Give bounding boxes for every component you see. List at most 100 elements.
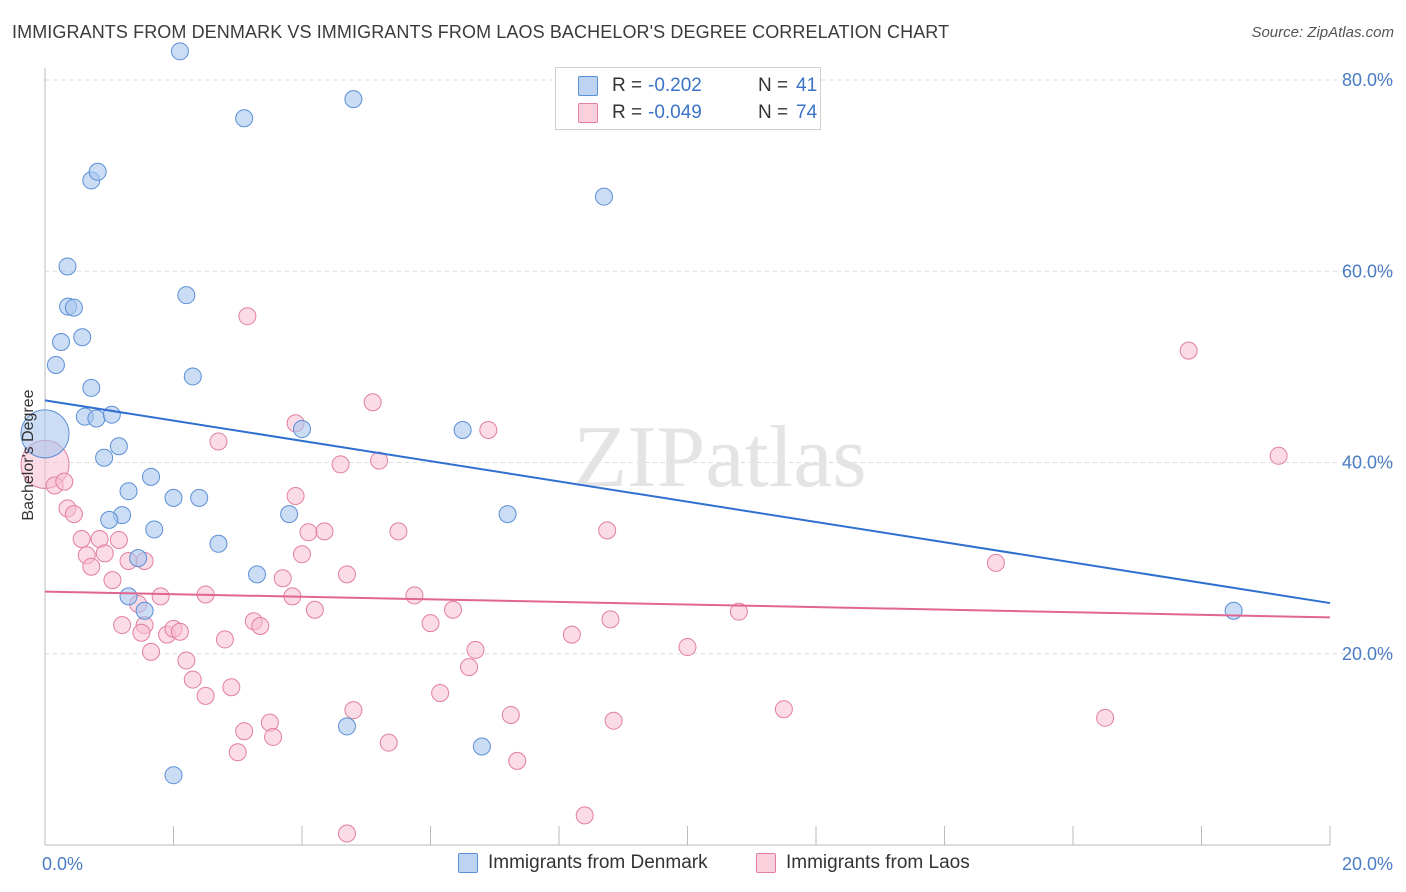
denmark-point — [293, 420, 311, 439]
laos-point — [421, 614, 440, 633]
denmark-swatch — [578, 76, 598, 96]
laos-point — [598, 521, 617, 540]
denmark-point — [52, 333, 71, 352]
laos-point — [183, 670, 202, 689]
denmark-point — [73, 328, 92, 347]
laos-point — [562, 625, 581, 644]
laos-point — [389, 522, 408, 541]
laos-trend-line — [44, 590, 1331, 619]
denmark-point — [142, 467, 161, 486]
n-label: N = — [758, 102, 789, 123]
y-tick-label: 40.0% — [1342, 453, 1393, 473]
n-label: N = — [758, 75, 789, 96]
denmark-point — [472, 737, 491, 756]
denmark-point — [46, 355, 65, 374]
laos-point — [363, 393, 382, 412]
laos-point — [331, 455, 350, 474]
denmark-point — [102, 405, 121, 424]
source-label: Source: ZipAtlas.com — [1251, 24, 1394, 41]
denmark-point — [453, 420, 472, 439]
denmark-point — [119, 482, 138, 501]
laos-point — [443, 600, 462, 619]
laos-point — [293, 545, 311, 564]
denmark-point — [87, 409, 106, 428]
laos-point — [1179, 341, 1198, 360]
r-label: R = — [612, 75, 643, 96]
laos-point — [305, 600, 324, 619]
x-tick-labels: 0.0% 20.0% — [42, 854, 1393, 874]
laos-point — [113, 616, 132, 635]
laos-point — [235, 722, 254, 741]
laos-point — [344, 701, 363, 720]
n-value: 74 — [796, 102, 818, 123]
chart-title: IMMIGRANTS FROM DENMARK VS IMMIGRANTS FR… — [12, 22, 950, 42]
laos-point — [501, 705, 520, 724]
laos-point — [508, 751, 527, 770]
laos-point — [64, 505, 83, 524]
y-tick-label: 80.0% — [1342, 70, 1393, 90]
trend-lines — [44, 399, 1331, 619]
laos-point — [222, 678, 241, 697]
denmark-point — [164, 766, 183, 785]
denmark-point — [100, 510, 119, 529]
denmark-point — [64, 298, 83, 317]
laos-point — [604, 711, 623, 730]
laos-point — [337, 565, 356, 584]
laos-point — [82, 557, 101, 576]
denmark-point — [20, 409, 70, 459]
r-value: -0.049 — [648, 102, 702, 123]
x-tick-label: 20.0% — [1342, 854, 1393, 874]
r-label: R = — [612, 102, 643, 123]
grid-lines — [45, 79, 1395, 655]
denmark-point — [209, 534, 228, 553]
laos-point — [264, 727, 283, 746]
laos-point — [315, 522, 334, 541]
denmark-point — [235, 109, 254, 128]
denmark-point — [177, 286, 196, 305]
laos-point — [299, 523, 318, 542]
denmark-point — [119, 587, 138, 606]
denmark-point — [498, 505, 517, 524]
legend-label-laos: Immigrants from Laos — [786, 852, 970, 873]
denmark-point — [170, 42, 189, 61]
laos-point — [774, 700, 793, 719]
laos-point — [109, 530, 128, 549]
laos-point — [1269, 446, 1288, 465]
laos-swatch — [756, 853, 776, 873]
laos-point — [601, 610, 620, 629]
laos-point — [1096, 708, 1115, 727]
laos-point — [95, 544, 114, 563]
laos-point — [142, 642, 161, 661]
laos-point — [132, 623, 151, 642]
laos-point — [55, 472, 74, 491]
denmark-point — [280, 505, 299, 524]
denmark-point — [190, 488, 209, 507]
y-axis-label: Bachelor's Degree — [20, 389, 37, 520]
laos-point — [196, 686, 215, 705]
y-tick-label: 60.0% — [1342, 261, 1393, 281]
laos-point — [228, 743, 247, 762]
laos-point — [379, 733, 398, 752]
denmark-swatch — [458, 853, 478, 873]
denmark-point — [248, 565, 267, 584]
laos-point — [209, 432, 228, 451]
laos-swatch — [578, 103, 598, 123]
legend-label-denmark: Immigrants from Denmark — [488, 852, 708, 873]
denmark-point — [88, 162, 107, 181]
denmark-point — [594, 187, 613, 206]
denmark-point — [95, 448, 114, 467]
laos-point — [986, 553, 1005, 572]
r-value: -0.202 — [648, 75, 702, 96]
laos-point — [273, 569, 292, 588]
laos-point — [170, 622, 189, 641]
laos-point — [729, 602, 748, 621]
laos-point — [72, 530, 91, 548]
laos-point — [251, 617, 270, 636]
laos-point — [238, 307, 257, 326]
laos-point — [466, 640, 485, 659]
x-tick-label: 0.0% — [42, 854, 83, 874]
denmark-point — [135, 601, 154, 620]
denmark-point — [145, 520, 164, 539]
y-tick-labels: 20.0% 40.0% 60.0% 80.0% — [1342, 70, 1393, 664]
